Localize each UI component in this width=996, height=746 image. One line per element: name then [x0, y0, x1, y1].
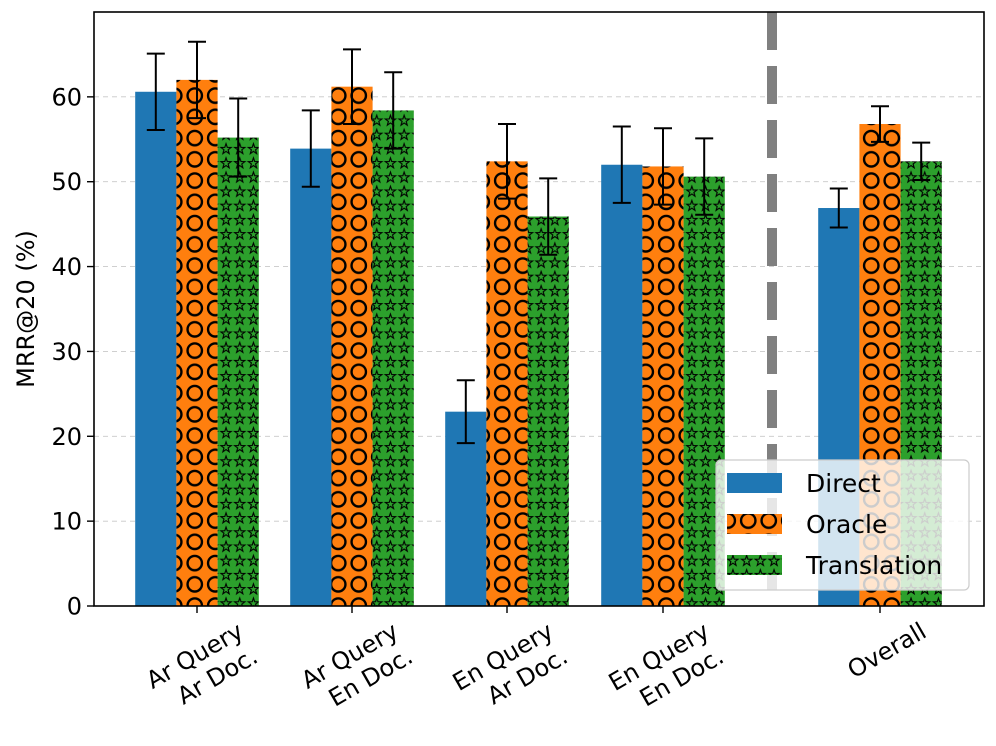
bar-direct-en-query-en-doc: [601, 164, 643, 606]
y-tick-label: 50: [51, 168, 82, 196]
bar-direct-ar-query-en-doc: [290, 148, 332, 606]
error-bar-translation-en-query-ar-doc: [539, 177, 558, 256]
x-tick-label-en-query-ar-doc: En QueryAr Doc.: [448, 617, 573, 722]
error-bar-oracle-ar-query-ar-doc: [188, 40, 206, 120]
error-bar-oracle-en-query-en-doc: [654, 127, 672, 206]
legend-swatch-oracle: [727, 514, 782, 534]
bars: [135, 79, 942, 607]
bar-oracle-en-query-en-doc: [642, 166, 684, 606]
y-axis-title: MRR@20 (%): [12, 230, 40, 388]
legend-label-oracle: Oracle: [806, 510, 887, 539]
x-tick-label-ar-query-en-doc: Ar QueryEn Doc.: [296, 617, 417, 720]
error-bar-translation-overall: [912, 141, 931, 182]
error-bar-direct-en-query-en-doc: [612, 125, 631, 204]
y-tick-label: 20: [51, 423, 82, 451]
error-bar-translation-ar-query-en-doc: [384, 71, 403, 150]
error-bar-translation-ar-query-ar-doc: [229, 97, 248, 178]
legend-label-direct: Direct: [806, 469, 881, 498]
error-bar-oracle-ar-query-en-doc: [343, 48, 361, 126]
bar-translation-ar-query-en-doc: [372, 110, 414, 606]
error-bar-direct-en-query-ar-doc: [456, 379, 475, 445]
x-tick-label-en-query-en-doc: En QueryEn Doc.: [604, 617, 729, 722]
bar-oracle-en-query-ar-doc: [486, 161, 528, 606]
bar-direct-ar-query-ar-doc: [135, 91, 177, 606]
error-bar-direct-overall: [829, 187, 848, 229]
x-tick-label-ar-query-ar-doc: Ar QueryAr Doc.: [141, 617, 262, 720]
error-bar-direct-ar-query-ar-doc: [146, 52, 165, 131]
error-bar-direct-ar-query-en-doc: [301, 109, 320, 188]
error-bar-oracle-overall: [871, 105, 889, 143]
y-tick-label: 30: [51, 338, 82, 366]
bar-translation-en-query-ar-doc: [527, 216, 569, 606]
legend-swatch-translation: [727, 555, 782, 575]
y-tick-label: 40: [51, 253, 82, 281]
bar-oracle-ar-query-en-doc: [331, 86, 373, 606]
y-tick-label: 10: [51, 508, 82, 536]
y-axis: 0 10 20 30 40 50 60: [51, 83, 94, 621]
x-tick-label-overall: Overall: [843, 617, 931, 684]
bar-translation-ar-query-ar-doc: [217, 137, 259, 607]
y-tick-label: 60: [51, 83, 82, 111]
legend-label-translation: Translation: [805, 551, 942, 580]
error-bar-translation-en-query-en-doc: [695, 137, 714, 216]
legend-swatch-direct: [727, 473, 782, 493]
x-axis: Ar QueryAr Doc. Ar QueryEn Doc. En QueryAr…: [141, 606, 931, 722]
plot-frame: [93, 11, 985, 607]
legend: Direct Oracle Translation: [715, 459, 970, 591]
y-tick-label: 0: [67, 593, 82, 621]
error-bar-oracle-en-query-ar-doc: [498, 123, 516, 200]
bar-oracle-ar-query-ar-doc: [176, 79, 218, 606]
error-bars: [146, 40, 931, 445]
